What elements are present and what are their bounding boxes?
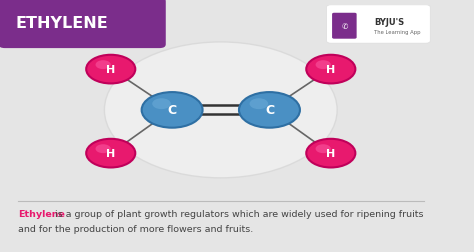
Text: ✆: ✆ xyxy=(341,22,347,31)
Text: ETHYLENE: ETHYLENE xyxy=(16,16,108,31)
Circle shape xyxy=(86,139,135,168)
Circle shape xyxy=(96,61,111,70)
Text: C: C xyxy=(167,104,177,117)
FancyBboxPatch shape xyxy=(332,14,356,40)
Text: and for the production of more flowers and fruits.: and for the production of more flowers a… xyxy=(18,224,253,233)
Circle shape xyxy=(249,99,268,110)
Text: H: H xyxy=(106,148,115,159)
Circle shape xyxy=(239,93,300,128)
Text: H: H xyxy=(326,148,336,159)
FancyBboxPatch shape xyxy=(0,0,166,49)
Circle shape xyxy=(104,43,337,178)
Text: is a group of plant growth regulators which are widely used for ripening fruits: is a group of plant growth regulators wh… xyxy=(52,209,424,218)
Text: Ethylene: Ethylene xyxy=(18,209,64,218)
Text: BYJU'S: BYJU'S xyxy=(374,18,404,27)
Circle shape xyxy=(306,139,356,168)
Circle shape xyxy=(316,145,331,153)
FancyBboxPatch shape xyxy=(327,6,430,44)
Circle shape xyxy=(152,99,171,110)
Circle shape xyxy=(142,93,202,128)
Text: The Learning App: The Learning App xyxy=(374,30,420,35)
Text: H: H xyxy=(106,65,115,75)
Circle shape xyxy=(316,61,331,70)
Text: C: C xyxy=(265,104,274,117)
Circle shape xyxy=(96,145,111,153)
Text: H: H xyxy=(326,65,336,75)
Circle shape xyxy=(306,55,356,84)
Circle shape xyxy=(86,55,135,84)
